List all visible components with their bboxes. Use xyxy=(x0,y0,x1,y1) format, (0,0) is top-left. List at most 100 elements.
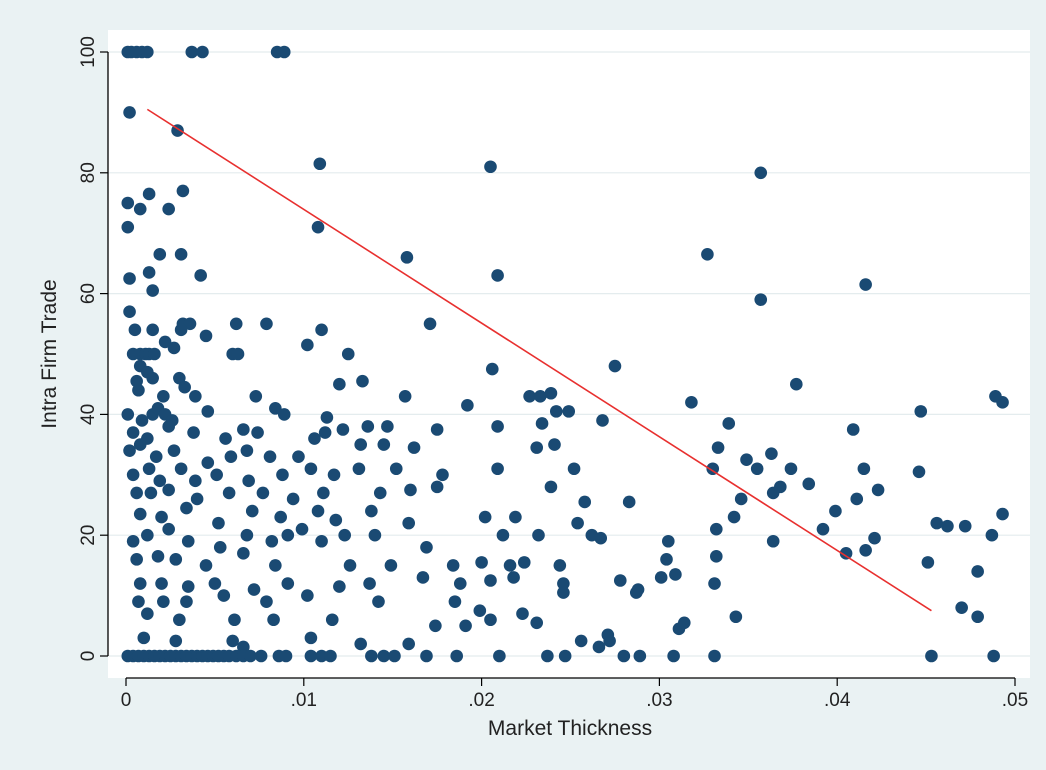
axes xyxy=(107,52,1015,679)
data-point xyxy=(199,559,213,572)
data-point xyxy=(313,157,327,171)
data-point xyxy=(955,601,968,614)
data-point xyxy=(162,420,175,433)
data-point xyxy=(174,248,188,261)
data-point xyxy=(142,266,156,279)
data-point xyxy=(189,474,202,488)
data-point xyxy=(407,441,421,454)
data-point xyxy=(141,528,154,542)
data-point xyxy=(507,571,520,584)
data-point xyxy=(224,450,238,463)
data-point xyxy=(231,347,245,361)
data-point xyxy=(491,269,504,282)
data-point xyxy=(384,559,398,572)
data-point xyxy=(213,540,227,554)
fit-line-group xyxy=(146,108,932,612)
data-point xyxy=(315,323,328,337)
data-point xyxy=(987,649,1000,663)
data-point xyxy=(859,544,872,557)
data-point xyxy=(146,371,159,385)
data-point xyxy=(453,577,467,590)
data-point xyxy=(315,534,328,548)
data-point xyxy=(157,389,170,403)
data-point xyxy=(219,432,232,445)
data-point xyxy=(245,504,259,518)
data-point xyxy=(162,202,175,216)
data-point xyxy=(729,610,743,624)
x-tick-label: .01 xyxy=(291,690,317,711)
data-point xyxy=(377,649,391,663)
data-point xyxy=(958,519,972,533)
data-point xyxy=(354,637,367,651)
data-point xyxy=(685,396,698,409)
data-point xyxy=(802,477,816,491)
data-point xyxy=(484,613,497,627)
data-point xyxy=(553,559,567,572)
y-tick-label: 100 xyxy=(78,36,99,68)
data-point xyxy=(157,595,170,608)
data-point xyxy=(535,417,549,430)
data-point xyxy=(368,528,382,542)
data-point xyxy=(274,510,287,524)
data-point xyxy=(173,371,186,385)
data-point xyxy=(660,553,673,566)
x-tick-label: .03 xyxy=(646,690,672,711)
data-point xyxy=(276,468,289,482)
data-point xyxy=(176,184,190,198)
data-point xyxy=(329,513,343,527)
x-tick-label: .04 xyxy=(824,690,851,711)
data-point xyxy=(279,649,293,663)
data-point xyxy=(541,649,554,663)
data-point xyxy=(212,516,225,530)
data-point xyxy=(201,405,215,418)
data-point xyxy=(532,528,545,542)
data-point xyxy=(661,534,675,548)
data-point xyxy=(137,631,151,645)
data-point xyxy=(706,462,720,476)
data-point xyxy=(829,504,842,518)
data-point xyxy=(450,649,464,663)
x-tick-label: 0 xyxy=(121,690,132,711)
data-point xyxy=(126,534,140,548)
data-point xyxy=(189,389,202,403)
data-point xyxy=(420,649,433,663)
data-point xyxy=(430,423,444,436)
data-point xyxy=(402,637,416,651)
data-point xyxy=(912,465,926,479)
data-point xyxy=(162,522,175,536)
data-point xyxy=(491,462,504,476)
data-point xyxy=(722,417,736,430)
data-point xyxy=(169,553,183,566)
y-tick-label: 60 xyxy=(78,283,99,304)
data-point xyxy=(430,480,444,494)
data-point xyxy=(123,106,136,119)
data-point xyxy=(295,522,309,536)
data-point xyxy=(423,317,437,331)
data-point xyxy=(734,492,748,506)
data-point xyxy=(196,45,209,59)
data-point xyxy=(286,492,300,506)
data-point xyxy=(324,649,337,663)
data-point xyxy=(327,468,341,482)
data-point xyxy=(629,586,643,599)
data-point xyxy=(859,278,872,291)
data-point xyxy=(301,589,314,602)
data-point xyxy=(320,411,334,424)
data-point xyxy=(341,347,355,361)
data-point xyxy=(153,248,167,261)
data-point xyxy=(839,547,853,560)
data-point xyxy=(269,402,282,415)
y-tick-label: 0 xyxy=(78,651,99,662)
data-point xyxy=(304,631,318,645)
data-point xyxy=(277,408,291,421)
data-point xyxy=(155,510,168,524)
data-point xyxy=(548,438,561,451)
data-point xyxy=(158,335,172,349)
data-point xyxy=(608,359,622,373)
data-point xyxy=(123,272,136,285)
data-point xyxy=(925,649,938,663)
data-point xyxy=(194,269,207,282)
data-point xyxy=(503,559,517,572)
data-point xyxy=(208,577,222,590)
x-axis-title: Market Thickness xyxy=(488,717,652,740)
